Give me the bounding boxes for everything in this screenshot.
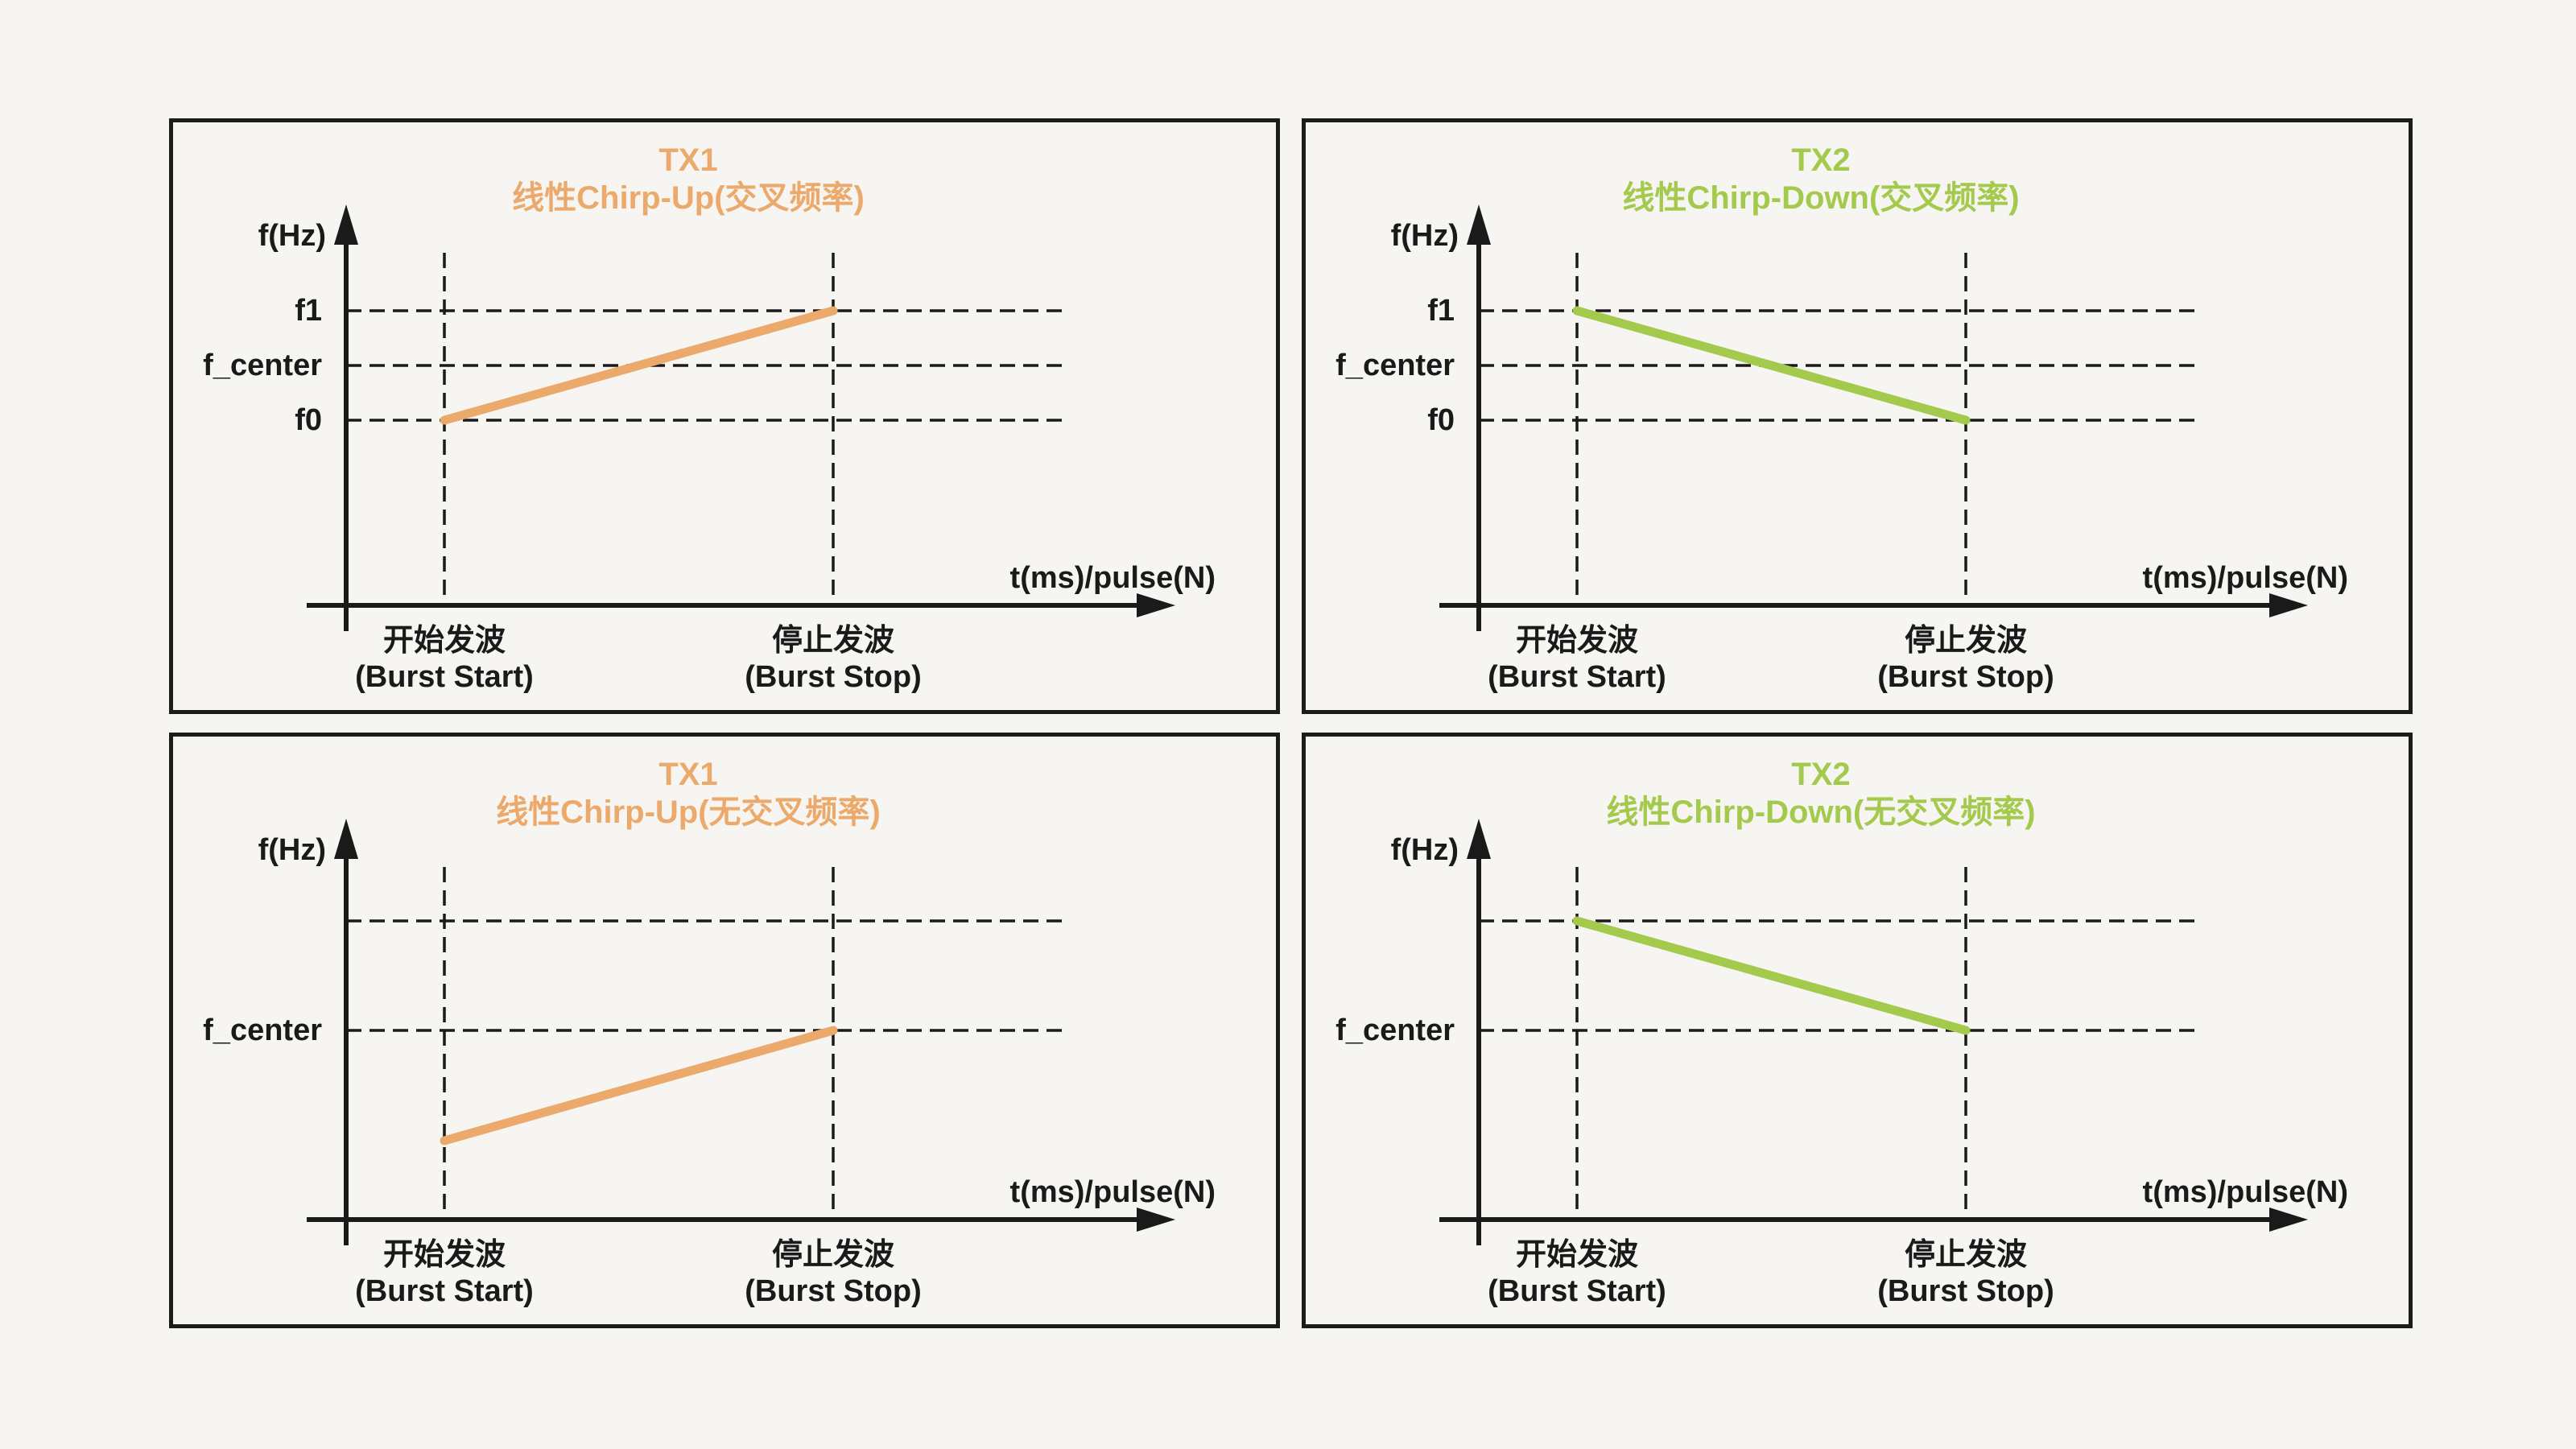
xtick-burst-stop-cn: 停止发波 — [1904, 1238, 2027, 1272]
x-axis-label: t(ms)/pulse(N) — [2142, 561, 2348, 595]
panel-tx2-chirp-down-crossing: TX2 线性Chirp-Down(交叉频率) f(Hz) f1 f_center… — [1302, 118, 2413, 714]
panel-title-mode: 线性Chirp-Up(交叉频率) — [512, 180, 865, 216]
ytick-f-center: f_center — [203, 1013, 322, 1047]
xtick-burst-stop-cn: 停止发波 — [771, 1238, 894, 1272]
xtick-burst-stop-cn: 停止发波 — [1904, 624, 2027, 658]
xtick-burst-start-en: (Burst Start) — [355, 1274, 534, 1308]
y-axis-label: f(Hz) — [258, 219, 326, 253]
panel-title-tx: TX1 — [658, 142, 718, 178]
y-axis-label: f(Hz) — [1390, 219, 1459, 253]
chirp-plot — [307, 819, 1175, 1245]
xtick-burst-start-cn: 开始发波 — [382, 1238, 506, 1272]
xtick-burst-start: 开始发波 (Burst Start) — [1368, 623, 1786, 696]
xtick-burst-stop-en: (Burst Stop) — [745, 660, 922, 694]
panel-tx1-chirp-up-noncrossing: TX1 线性Chirp-Up(无交叉频率) f(Hz) f_center t(m… — [169, 733, 1280, 1328]
chirp-up-line — [440, 306, 838, 425]
xtick-burst-start-en: (Burst Start) — [1488, 1274, 1666, 1308]
xtick-burst-start: 开始发波 (Burst Start) — [235, 623, 654, 696]
chirp-plot — [307, 204, 1175, 631]
panel-title-tx: TX2 — [1791, 142, 1851, 178]
y-axis-label: f(Hz) — [258, 833, 326, 867]
panel-tx2-chirp-down-noncrossing: TX2 线性Chirp-Down(无交叉频率) f(Hz) f_center t… — [1302, 733, 2413, 1328]
xtick-burst-stop-en: (Burst Stop) — [1877, 1274, 2054, 1308]
panel-title-tx: TX1 — [658, 757, 718, 792]
y-axis-label: f(Hz) — [1390, 833, 1459, 867]
chirp-down-line — [1572, 306, 1971, 425]
x-axis-arrow-icon — [1137, 1208, 1175, 1232]
chirp-plot — [1439, 819, 2308, 1245]
xtick-burst-stop: 停止发波 (Burst Stop) — [624, 1237, 1042, 1310]
panel-title: TX2 线性Chirp-Down(交叉频率) — [1306, 142, 2336, 217]
panel-title-tx: TX2 — [1791, 757, 1851, 792]
y-axis-arrow-icon — [334, 204, 358, 245]
xtick-burst-start: 开始发波 (Burst Start) — [235, 1237, 654, 1310]
ytick-f-center: f_center — [203, 349, 322, 382]
ytick-f-center: f_center — [1335, 349, 1455, 382]
xtick-burst-stop-en: (Burst Stop) — [745, 1274, 922, 1308]
xtick-burst-start-cn: 开始发波 — [1515, 1238, 1638, 1272]
xtick-burst-stop-cn: 停止发波 — [771, 624, 894, 658]
panel-title: TX2 线性Chirp-Down(无交叉频率) — [1306, 756, 2336, 832]
ytick-f0: f0 — [1427, 403, 1455, 437]
xtick-burst-stop: 停止发波 (Burst Stop) — [624, 623, 1042, 696]
x-axis-label: t(ms)/pulse(N) — [2142, 1175, 2348, 1209]
xtick-burst-stop: 停止发波 (Burst Stop) — [1757, 1237, 2175, 1310]
chirp-down-line — [1572, 916, 1971, 1035]
xtick-burst-start-cn: 开始发波 — [382, 624, 506, 658]
panel-tx1-chirp-up-crossing: TX1 线性Chirp-Up(交叉频率) f(Hz) f1 f_center f… — [169, 118, 1280, 714]
panel-title-mode: 线性Chirp-Down(交叉频率) — [1622, 180, 2020, 216]
xtick-burst-start: 开始发波 (Burst Start) — [1368, 1237, 1786, 1310]
x-axis-arrow-icon — [1137, 593, 1175, 617]
panel-title-mode: 线性Chirp-Up(无交叉频率) — [496, 795, 881, 830]
chirp-up-line — [440, 1026, 838, 1146]
ytick-f1: f1 — [1427, 294, 1455, 328]
y-axis-arrow-icon — [1467, 819, 1491, 859]
x-axis-arrow-icon — [2269, 593, 2308, 617]
ytick-f0: f0 — [295, 403, 322, 437]
xtick-burst-start-en: (Burst Start) — [1488, 660, 1666, 694]
xtick-burst-stop: 停止发波 (Burst Stop) — [1757, 623, 2175, 696]
panel-title: TX1 线性Chirp-Up(无交叉频率) — [173, 756, 1203, 832]
panel-title-mode: 线性Chirp-Down(无交叉频率) — [1606, 795, 2036, 830]
ytick-f-center: f_center — [1335, 1013, 1455, 1047]
x-axis-label: t(ms)/pulse(N) — [1009, 1175, 1216, 1209]
ytick-f1: f1 — [295, 294, 322, 328]
xtick-burst-start-cn: 开始发波 — [1515, 624, 1638, 658]
chirp-plot — [1439, 204, 2308, 631]
y-axis-arrow-icon — [1467, 204, 1491, 245]
xtick-burst-start-en: (Burst Start) — [355, 660, 534, 694]
y-axis-arrow-icon — [334, 819, 358, 859]
x-axis-label: t(ms)/pulse(N) — [1009, 561, 1216, 595]
xtick-burst-stop-en: (Burst Stop) — [1877, 660, 2054, 694]
panel-title: TX1 线性Chirp-Up(交叉频率) — [173, 142, 1203, 217]
x-axis-arrow-icon — [2269, 1208, 2308, 1232]
